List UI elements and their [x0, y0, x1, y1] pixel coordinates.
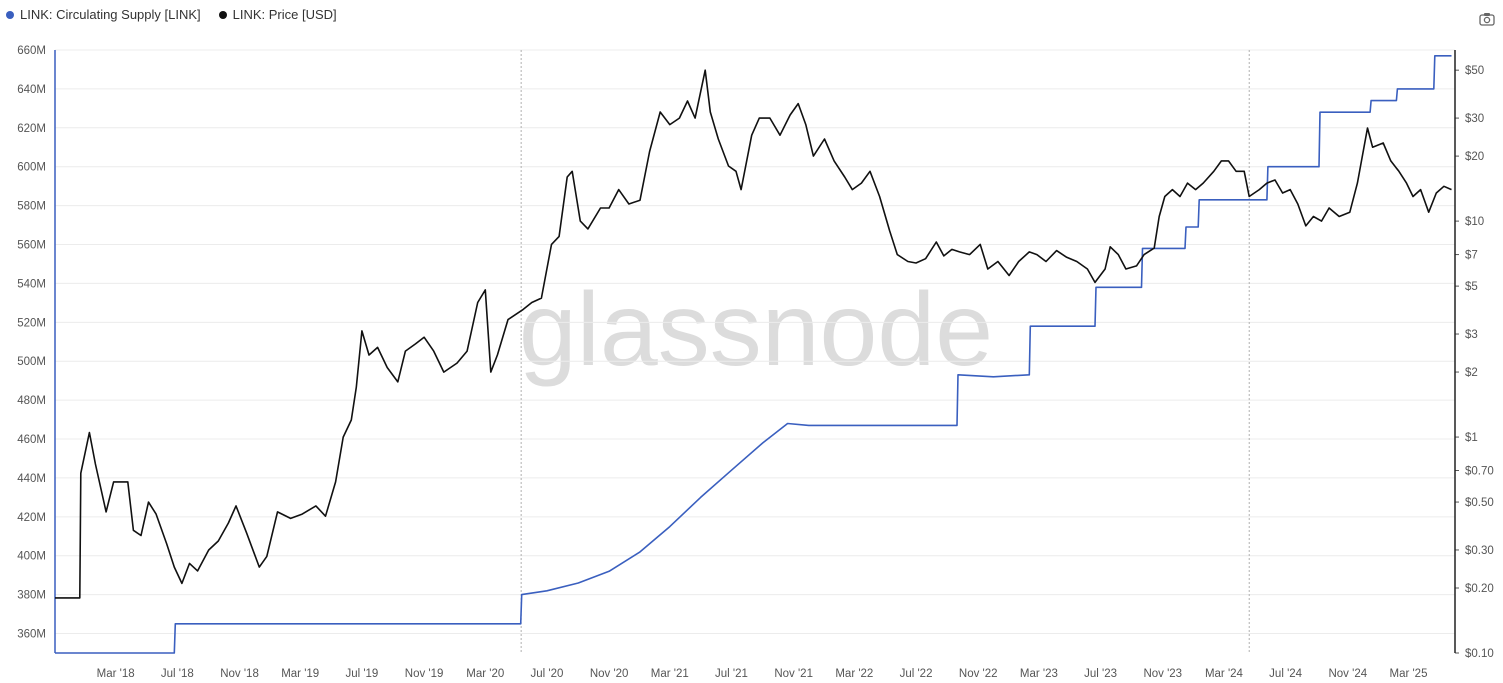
series-lines [55, 55, 1452, 654]
x-tick-label: Nov '23 [1143, 668, 1182, 680]
y-left-tick-label: 540M [17, 278, 46, 290]
x-tick-label: Jul '19 [345, 668, 378, 680]
x-tick-label: Mar '23 [1020, 668, 1058, 680]
y-right-tick-label: $1 [1465, 432, 1478, 444]
legend-item-price[interactable]: LINK: Price [USD] [218, 7, 337, 22]
x-tick-label: Jul '23 [1084, 668, 1117, 680]
x-tick-label: Nov '22 [959, 668, 998, 680]
x-tick-label: Jul '18 [161, 668, 194, 680]
y-right-tick-label: $5 [1465, 281, 1478, 293]
x-tick-label: Jul '22 [900, 668, 933, 680]
x-tick-label: Nov '21 [774, 668, 813, 680]
y-right-tick-label: $0.10 [1465, 648, 1494, 660]
y-left-tick-label: 480M [17, 395, 46, 407]
legend-dot-supply [6, 10, 14, 19]
x-tick-label: Nov '20 [590, 668, 629, 680]
legend-item-supply[interactable]: LINK: Circulating Supply [LINK] [6, 7, 201, 22]
x-tick-label: Mar '22 [835, 668, 873, 680]
series-line-supply [55, 55, 1452, 654]
y-left-tick-label: 440M [17, 473, 46, 485]
x-tick-label: Jul '21 [715, 668, 748, 680]
x-tick-label: Jul '20 [531, 668, 564, 680]
legend: LINK: Circulating Supply [LINK] LINK: Pr… [6, 7, 337, 22]
x-tick-label: Mar '25 [1389, 668, 1427, 680]
axes [54, 50, 1459, 654]
x-tick-label: Jul '24 [1269, 668, 1302, 680]
x-tick-label: Nov '18 [220, 668, 259, 680]
watermark: glassnode [519, 272, 993, 388]
y-left-tick-label: 380M [17, 590, 46, 602]
x-tick-label: Mar '18 [97, 668, 135, 680]
y-right-tick-label: $0.50 [1465, 497, 1494, 509]
y-right-tick-label: $50 [1465, 65, 1484, 77]
tick-labels: 360M 380M 400M 420M 440M 460M 480M 500M 520M 540M… [17, 45, 1494, 680]
y-left-tick-label: 560M [17, 240, 46, 252]
y-right-tick-label: $2 [1465, 367, 1478, 379]
y-left-tick-label: 640M [17, 84, 46, 96]
y-left-tick-label: 520M [17, 317, 46, 329]
y-left-tick-label: 600M [17, 162, 46, 174]
x-tick-label: Mar '19 [281, 668, 319, 680]
y-right-tick-label: $10 [1465, 216, 1484, 228]
y-right-tick-label: $0.20 [1465, 583, 1494, 595]
legend-dot-price [218, 10, 227, 19]
y-right-tick-label: $3 [1465, 329, 1478, 341]
y-left-tick-label: 580M [17, 201, 46, 213]
y-left-tick-label: 420M [17, 512, 46, 524]
x-tick-label: Nov '24 [1328, 668, 1367, 680]
x-tick-label: Mar '21 [651, 668, 689, 680]
y-left-tick-label: 460M [17, 434, 46, 446]
x-tick-label: Mar '20 [466, 668, 504, 680]
y-left-tick-label: 620M [17, 123, 46, 135]
y-left-tick-label: 360M [17, 629, 46, 641]
y-right-tick-label: $0.30 [1465, 545, 1494, 557]
x-tick-label: Mar '24 [1205, 668, 1244, 680]
vertical-markers [520, 50, 1250, 653]
y-left-tick-label: 660M [17, 45, 46, 57]
x-tick-label: Nov '19 [405, 668, 444, 680]
y-right-tick-label: $30 [1465, 113, 1484, 125]
y-right-tick-label: $0.70 [1465, 466, 1494, 478]
camera-icon[interactable] [1479, 12, 1495, 26]
legend-label-supply: LINK: Circulating Supply [LINK] [20, 7, 201, 22]
series-line-price [55, 69, 1452, 599]
y-left-tick-label: 400M [17, 551, 46, 563]
y-right-tick-label: $20 [1465, 151, 1484, 163]
y-left-tick-label: 500M [17, 356, 46, 368]
y-right-tick-label: $7 [1465, 250, 1478, 262]
legend-label-price: LINK: Price [USD] [232, 7, 337, 22]
